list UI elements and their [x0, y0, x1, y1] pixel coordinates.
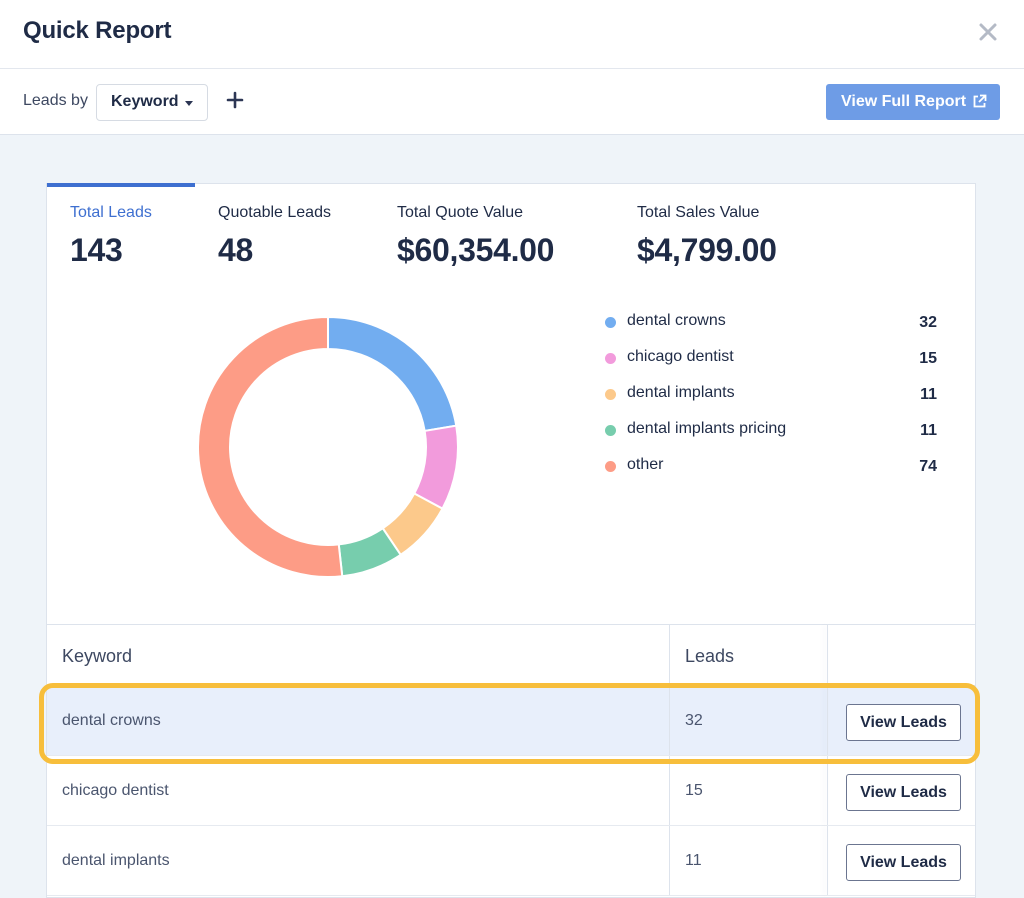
- column-header-keyword[interactable]: Keyword: [62, 646, 133, 666]
- chart-legend: dental crowns 32 chicago dentist 15 dent…: [605, 312, 941, 492]
- column-divider: [669, 625, 670, 685]
- donut-slice-dental-crowns[interactable]: [327, 316, 458, 433]
- legend-count: 11: [920, 422, 937, 439]
- report-toolbar: Leads by Keyword View Full Report: [0, 69, 1024, 135]
- metric-value: 143: [70, 232, 123, 268]
- column-divider: [827, 686, 828, 755]
- column-header-leads[interactable]: Leads: [685, 646, 735, 666]
- row-keyword: dental crowns: [62, 712, 161, 729]
- donut-slice-other[interactable]: [197, 316, 344, 578]
- external-link-icon: [973, 94, 987, 108]
- plus-icon: [226, 91, 244, 109]
- metric-label: Total Leads: [70, 204, 152, 221]
- caret-down-icon: [185, 101, 193, 106]
- column-divider: [669, 686, 670, 755]
- row-keyword: dental implants: [62, 852, 170, 869]
- row-keyword: chicago dentist: [62, 782, 169, 799]
- group-by-select[interactable]: Keyword: [96, 84, 208, 121]
- close-button[interactable]: [974, 18, 1002, 46]
- legend-item: other 74: [605, 456, 941, 492]
- row-leads: 15: [685, 782, 703, 799]
- legend-item: dental implants 11: [605, 384, 941, 420]
- legend-dot: [605, 353, 616, 364]
- view-leads-button[interactable]: View Leads: [846, 844, 961, 881]
- legend-item: dental crowns 32: [605, 312, 941, 348]
- metric-value: $60,354.00: [397, 232, 555, 268]
- leads-by-label: Leads by: [23, 92, 88, 109]
- row-leads: 11: [685, 852, 702, 869]
- table-row[interactable]: dental implants 11 View Leads: [47, 826, 975, 896]
- report-card: Total Leads 143 Quotable Leads 48 Total …: [46, 183, 976, 898]
- metric-tab-total-sales-value[interactable]: Total Sales Value $4,799.00: [637, 204, 777, 269]
- metric-label: Quotable Leads: [218, 204, 331, 221]
- view-full-report-button[interactable]: View Full Report: [826, 84, 1000, 120]
- legend-item: dental implants pricing 11: [605, 420, 941, 456]
- donut-chart: [197, 316, 459, 578]
- close-icon: [979, 23, 997, 41]
- legend-item: chicago dentist 15: [605, 348, 941, 384]
- view-full-report-label: View Full Report: [841, 93, 967, 110]
- column-divider: [827, 625, 828, 685]
- legend-dot: [605, 461, 616, 472]
- legend-label: chicago dentist: [627, 348, 734, 365]
- column-divider: [669, 826, 670, 895]
- table-row[interactable]: chicago dentist 15 View Leads: [47, 756, 975, 826]
- legend-count: 15: [919, 350, 937, 367]
- metric-value: 48: [218, 232, 253, 268]
- legend-dot: [605, 317, 616, 328]
- row-leads: 32: [685, 712, 703, 729]
- view-leads-button[interactable]: View Leads: [846, 704, 961, 741]
- column-divider: [827, 826, 828, 895]
- metric-tab-total-quote-value[interactable]: Total Quote Value $60,354.00: [397, 204, 554, 269]
- legend-count: 11: [920, 386, 937, 403]
- metric-tab-total-leads[interactable]: Total Leads 143: [70, 204, 152, 269]
- report-header: Quick Report: [0, 0, 1024, 69]
- legend-count: 74: [919, 458, 937, 475]
- add-filter-button[interactable]: [224, 89, 246, 111]
- active-tab-indicator: [47, 183, 195, 187]
- view-leads-button[interactable]: View Leads: [846, 774, 961, 811]
- column-divider: [669, 756, 670, 825]
- legend-dot: [605, 425, 616, 436]
- keyword-table: Keyword Leads dental crowns 32 View Lead…: [47, 624, 975, 896]
- legend-label: dental implants: [627, 384, 735, 401]
- group-by-selected-value: Keyword: [111, 93, 179, 110]
- column-divider: [827, 756, 828, 825]
- legend-count: 32: [919, 314, 937, 331]
- legend-label: dental implants pricing: [627, 420, 787, 437]
- metric-value: $4,799.00: [637, 232, 777, 268]
- legend-dot: [605, 389, 616, 400]
- legend-label: dental crowns: [627, 312, 726, 329]
- metric-tab-quotable-leads[interactable]: Quotable Leads 48: [218, 204, 331, 269]
- table-row[interactable]: dental crowns 32 View Leads: [47, 686, 975, 756]
- table-header: Keyword Leads: [47, 624, 975, 686]
- metric-label: Total Sales Value: [637, 204, 760, 221]
- legend-label: other: [627, 456, 664, 473]
- metric-label: Total Quote Value: [397, 204, 524, 221]
- page-title: Quick Report: [23, 17, 172, 44]
